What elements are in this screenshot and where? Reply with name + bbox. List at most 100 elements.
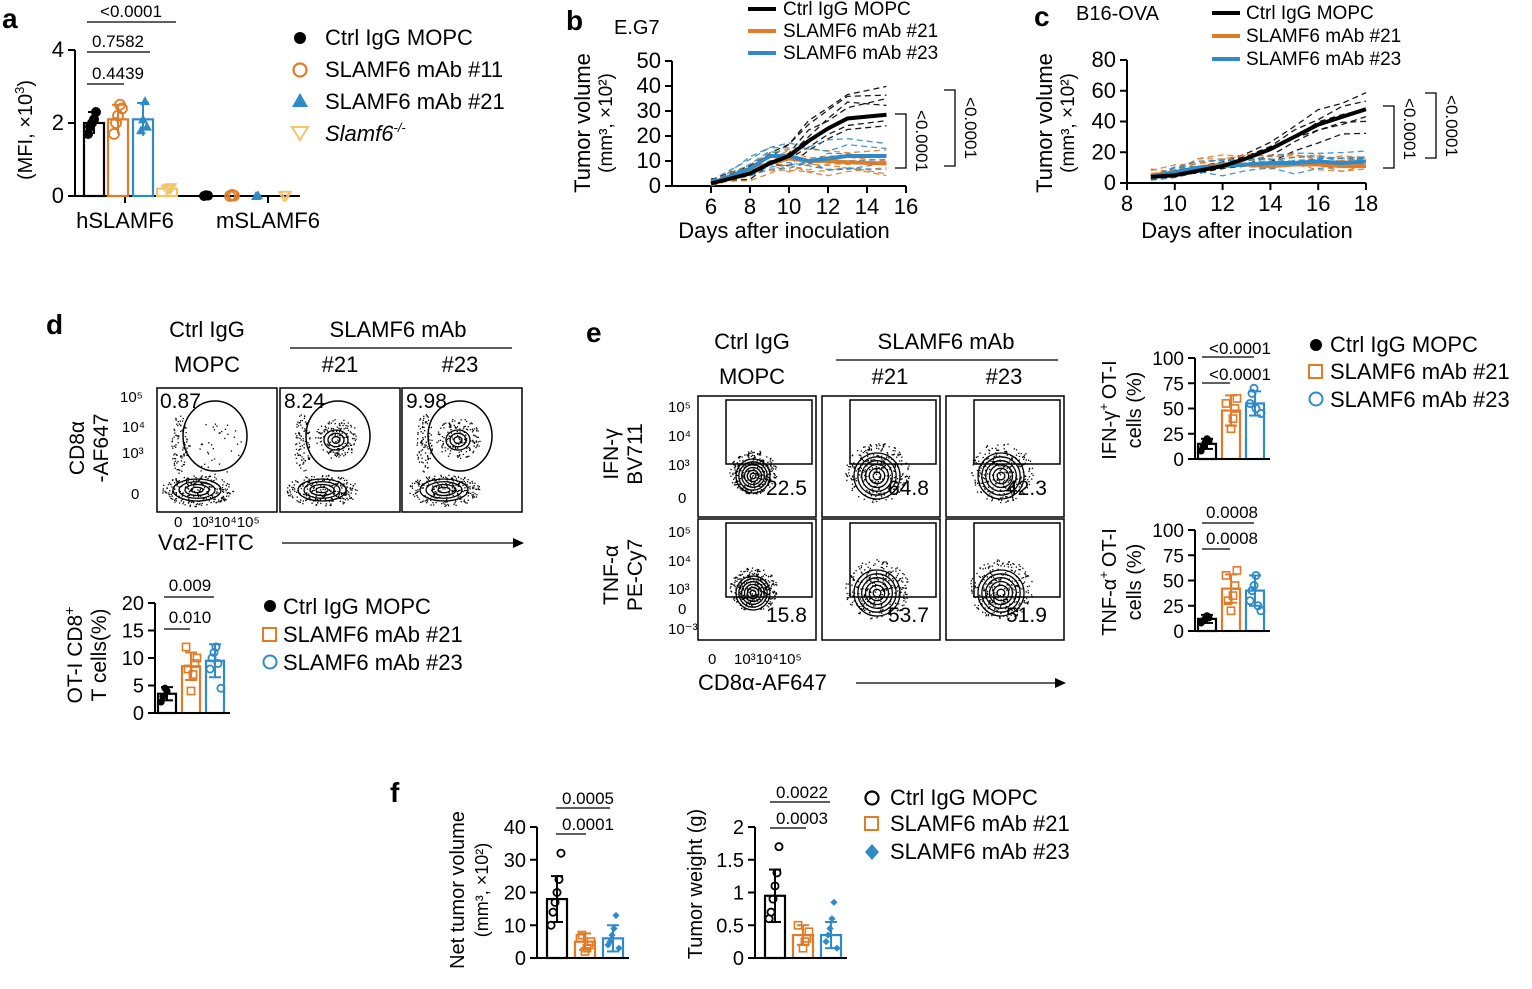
d-flow-2-low-dot-113: [451, 489, 453, 492]
e-tnf-point-1-5: [1223, 596, 1233, 606]
e-flow-0-0-cells-dot-240: [760, 479, 763, 481]
d-flow-1-gated-dot-64: [342, 449, 344, 452]
e-flow-0-1-cells-dot-211: [893, 476, 896, 479]
e-flow-0-1-cells-dot-222: [851, 454, 854, 456]
d-flow-1-gated-dot-82: [346, 427, 349, 429]
d-flow-2-low-dot-202: [451, 491, 453, 493]
d-flow-2-low-dot-176: [474, 493, 476, 495]
e-flow-1-1-cells-dot-123: [885, 578, 887, 580]
d-flow-2-gated-dot-18: [475, 446, 477, 449]
e-flow-1-2-cells-dot-285: [975, 587, 977, 589]
e-flow-1-2-cells-dot-265: [1023, 581, 1026, 583]
e-flow-0-2-cells-dot-76: [1010, 492, 1013, 494]
d-flow-2-gated-dot-39: [443, 423, 445, 425]
d-flow-2-low-dot-57: [471, 482, 474, 484]
e-flow-0-1-cells-dot-118: [864, 494, 867, 496]
e-flow-1-1-cells-dot-208: [868, 577, 870, 580]
e-flow-0-1-cells-dot-53: [897, 453, 899, 455]
d-flow-0-low-dot-243: [176, 480, 179, 483]
e-flow-1-0-cells-dot-85: [753, 579, 755, 581]
e-flow-0-0-cells-dot-18: [767, 484, 770, 486]
d-flow-1-gated-dot-75: [341, 453, 343, 455]
e-flow-0-0-cells-dot-147: [770, 457, 772, 460]
d-flow-1-low-dot-3: [331, 478, 333, 480]
e-flow-0-0-cells-dot-166: [761, 478, 763, 480]
e-flow-1-2-cells-dot-278: [1004, 601, 1006, 603]
e-flow-1-1-cells-dot-83: [849, 574, 852, 576]
d-gate-23: 9.98: [406, 390, 447, 413]
e-flow-0-2-cells-dot-159: [1013, 463, 1015, 465]
d-flow-2-gated-dot-34: [476, 444, 479, 446]
d-flow-1-low-dot-223: [352, 487, 354, 489]
e-flow-0-1-cells-dot-202: [875, 473, 878, 476]
b-ytick-3: 30: [637, 98, 661, 123]
d-flow-0-low-dot-67: [166, 492, 168, 494]
e-flow-1-2-cells-dot-221: [994, 585, 996, 588]
d-flow-2-low-dot-136: [411, 485, 413, 487]
d-flow-0-low-dot-152: [193, 490, 196, 493]
d-flow-2-low-dot-129: [475, 496, 478, 498]
d-flow-2-low-dot-76: [468, 492, 470, 494]
e-flow-0-2-cells-dot-16: [1009, 477, 1011, 480]
e-flow-1-2-cells-dot-276: [977, 608, 980, 610]
d-flow-0-low-dot-80: [199, 490, 201, 492]
e-flow-0-1-cells-dot-8: [872, 499, 875, 501]
e-flow-1-1-cells-dot-265: [907, 581, 909, 583]
e-flow-0-1-cells-dot-161: [885, 456, 888, 458]
e-flow-0-1-cells-dot-229: [880, 495, 883, 497]
a-point-0-0-4: [90, 107, 101, 118]
e-flow-1-1-cells-dot-21: [882, 576, 884, 579]
d-flow-1-side-dot-19: [295, 457, 297, 460]
e-flow-0-1-cells-dot-286: [881, 467, 883, 469]
d-flow-0-low-dot-95: [175, 497, 178, 500]
d-flow-0-sparse-dot-23: [207, 453, 210, 455]
e-flow-0-0-cells-dot-96: [774, 477, 776, 479]
e-tnf-ctrl: 15.8: [766, 604, 807, 627]
d-flow-1-low-dot-168: [342, 497, 344, 499]
d-flow-1-low-dot-221: [349, 487, 351, 489]
e-flow-1-2-cells-dot-113: [980, 602, 983, 605]
e-flow-0-0-cells-dot-6: [772, 460, 774, 462]
d-flow-0-low-dot-58: [224, 498, 226, 500]
d-flow-1-gated-dot-159: [337, 453, 339, 455]
e-flow-0-2-cells-dot-238: [1012, 499, 1014, 501]
d-flow-1-gated-dot-112: [347, 422, 349, 424]
e-legend-marker-ctrl: [1310, 339, 1322, 351]
d-flow-0-low-dot-163: [178, 495, 180, 497]
d-flow-2-low-dot-81: [464, 482, 467, 484]
a-point-1-0-1: [110, 117, 122, 129]
e-flow-0-2-cells-dot-259: [1011, 471, 1014, 473]
e-flow-1-2-cells-dot-143: [988, 586, 990, 588]
e-flow-1-0-cells-dot-124: [758, 570, 760, 572]
e-flow-0-1-cells-dot-294: [887, 487, 889, 489]
e-flow-0-1-cells-dot-154: [855, 477, 857, 479]
e-flow-1-0-cells-dot-232: [755, 594, 757, 596]
e-flow-1-1-cells-dot-97: [891, 567, 893, 569]
d-flow-2-low-dot-174: [453, 503, 455, 505]
e-flow-0-0-cells-dot-37: [750, 490, 752, 492]
c-trace-2-2: [1150, 166, 1367, 181]
d-flow-0-low-dot-246: [168, 494, 170, 496]
d-flow-2-side-dot-75: [424, 466, 426, 468]
e-flow-1-1-cells-dot-211: [899, 609, 902, 611]
e-flow-1-1-cells-dot-293: [896, 585, 899, 587]
d-flow-0-low-dot-255: [166, 487, 169, 489]
e-flow-1-2-cells-dot-119: [1016, 614, 1019, 616]
e-flow-1-2-cells-dot-261: [1002, 562, 1004, 564]
d-flow-0-sparse-dot-26: [201, 443, 203, 446]
e-flow-0-1-cells-dot-266: [904, 476, 907, 478]
d-flow-1-gated-dot-154: [329, 450, 331, 452]
e-flow-0-0-cells-dot-171: [733, 464, 735, 466]
c-lines: [1150, 92, 1367, 181]
d-flow-1-gated-dot-69: [351, 449, 353, 451]
e-flow-0-1-cells-dot-189: [872, 491, 874, 493]
d-flow-2-gated-dot-3: [437, 431, 440, 433]
e-flow-1-1-cells-dot-191: [848, 592, 850, 595]
d-flow-0-low-dot-108: [222, 491, 225, 493]
d-flow-2-low-dot-72: [433, 504, 435, 506]
e-col-ctrl-2: MOPC: [719, 364, 785, 389]
e-flow-0-2-cells-dot-102: [987, 457, 989, 460]
f-wt-pval-23: 0.0022: [776, 783, 828, 802]
e-flow-1-2-cells-dot-295: [1006, 583, 1008, 586]
e-flow-1-2-cells-dot-66: [992, 569, 994, 571]
